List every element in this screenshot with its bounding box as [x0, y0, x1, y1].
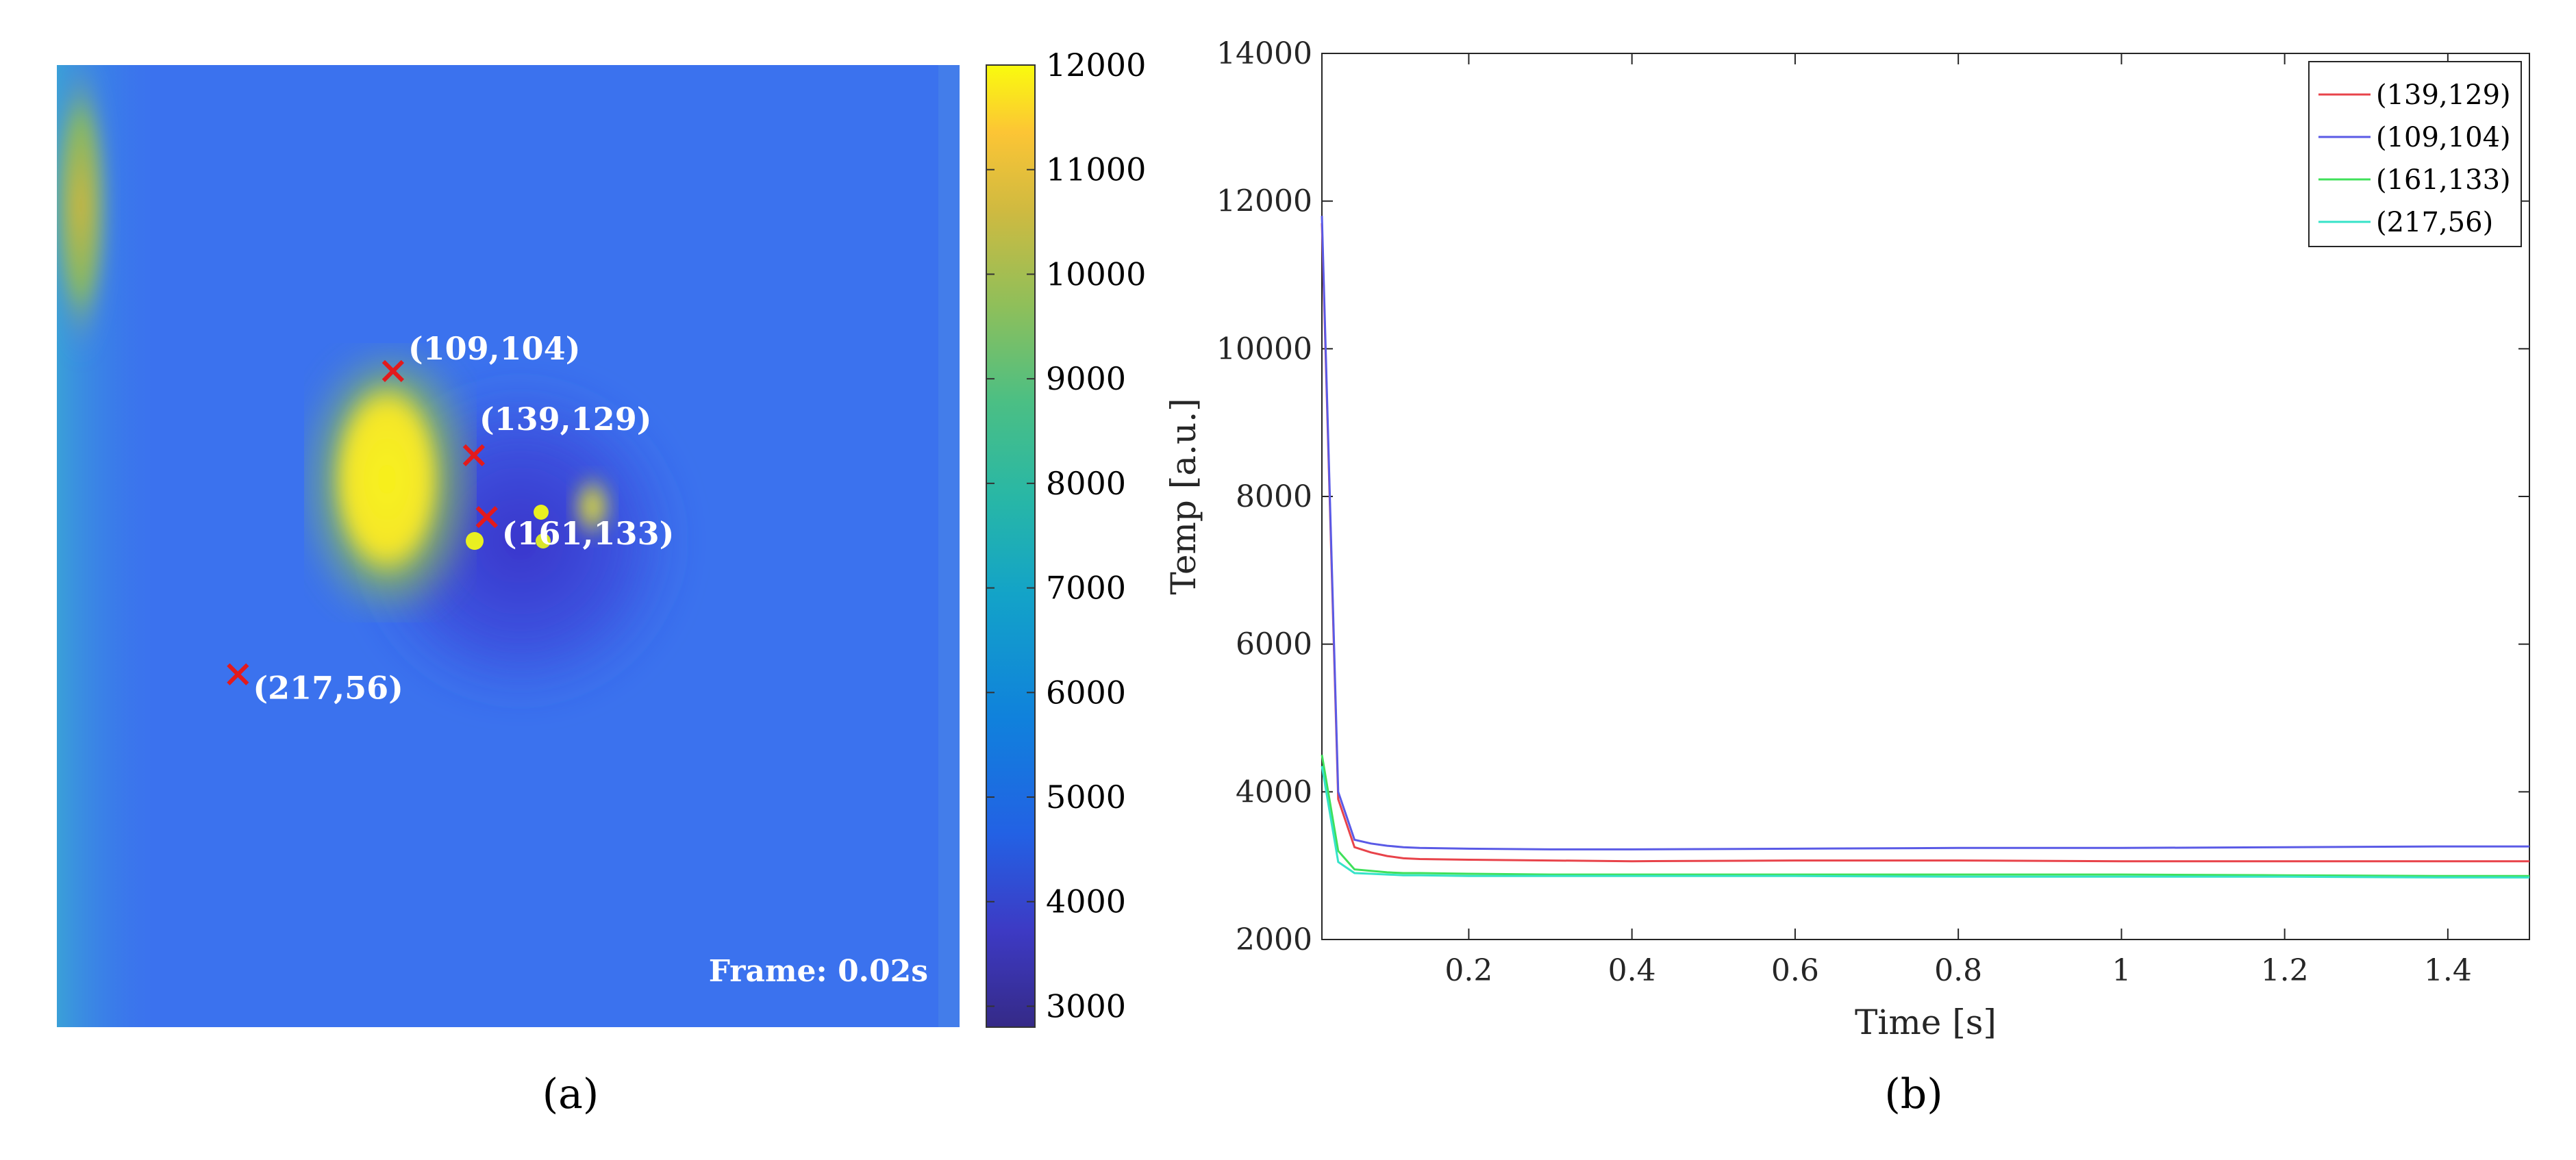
marker-cross-icon: [475, 505, 498, 529]
marker-2: (139,129): [462, 401, 652, 467]
colorbar-tick-label: 5000: [1046, 779, 1126, 816]
frame-label: Frame: 0.02s: [709, 954, 928, 989]
colorbar-tick-label: 8000: [1046, 465, 1126, 502]
marker-label: (161,133): [502, 515, 675, 552]
legend-box: [2308, 61, 2522, 247]
colorbar-tick-label: 9000: [1046, 360, 1126, 397]
y-tick-label: 10000: [1216, 331, 1312, 366]
colorbar-tick-label: 10000: [1046, 255, 1146, 292]
colorbar-tick-label: 6000: [1046, 674, 1126, 711]
thermal-hot-spot-small-1: [466, 532, 484, 550]
colorbar-ticks: 3000 4000 5000 6000 7000 8000 9000 10000 11000 12…: [986, 47, 1146, 1024]
y-tick-label: 6000: [1236, 627, 1312, 662]
x-tick-label: 0.8: [1934, 953, 1982, 988]
marker-label: (139,129): [479, 401, 652, 438]
colorbar-tick-label: 12000: [1046, 47, 1146, 84]
thermal-image: [57, 65, 960, 1027]
series-line-2: [1321, 216, 2529, 850]
thermal-left-hotspot: [57, 65, 114, 363]
y-tick-label: 8000: [1236, 479, 1312, 514]
colorbar-tick-label: 11000: [1046, 151, 1146, 188]
legend-entry: (161,133): [2376, 164, 2511, 196]
marker-4: (217,56): [227, 663, 403, 707]
y-tick-label: 14000: [1216, 36, 1312, 71]
x-tick-label: 0.2: [1445, 953, 1492, 988]
y-tick-label: 4000: [1236, 774, 1312, 809]
panel-b-label: (b): [1884, 1070, 1942, 1118]
panel-a-label: (a): [542, 1070, 599, 1118]
legend: (139,129) (109,104) (161,133) (217,56): [2308, 61, 2522, 247]
colorbar-tick-label: 4000: [1046, 883, 1126, 920]
legend-entry: (217,56): [2376, 207, 2493, 238]
marker-label: (109,104): [408, 330, 581, 367]
thermal-right-edge: [938, 65, 960, 1027]
colorbar: [986, 64, 1036, 1028]
legend-entry: (139,129): [2376, 79, 2511, 111]
marker-label: (217,56): [253, 670, 403, 707]
y-tick-label: 12000: [1216, 184, 1312, 219]
marker-cross-icon: [227, 663, 249, 685]
marker-layer: (109,104) (139,129) (161,133) (217,56): [227, 330, 675, 707]
temperature-line-chart: 0.2 0.4 0.6 0.8 1 1.2 1.4 2000 4000 6000 8000 10000…: [1164, 36, 2530, 1042]
y-axis-label: Temp [a.u.]: [1164, 398, 1203, 594]
thermal-hot-spot-small-2: [534, 505, 549, 520]
x-tick-label: 0.4: [1608, 953, 1656, 988]
x-tick-label: 1.4: [2424, 953, 2472, 988]
legend-entry: (109,104): [2376, 122, 2511, 153]
y-tick-label: 2000: [1236, 922, 1312, 957]
series-line-3: [1321, 755, 2529, 877]
thermal-hot-spot-small-3: [536, 533, 551, 549]
x-tick-label: 0.6: [1771, 953, 1819, 988]
colorbar-tick-label: 7000: [1046, 570, 1126, 607]
series-line-4: [1321, 766, 2529, 879]
marker-cross-icon: [462, 444, 486, 467]
x-tick-label: 1.2: [2261, 953, 2309, 988]
marker-3: (161,133): [475, 505, 675, 552]
x-tick-label: 1: [2112, 953, 2131, 988]
marker-1: (109,104): [382, 330, 581, 383]
x-axis-label: Time [s]: [1855, 1003, 1997, 1042]
thermal-hot-crescent: [331, 380, 443, 579]
thermal-hot-spot-right: [571, 472, 614, 541]
marker-cross-icon: [382, 360, 405, 383]
colorbar-tick-label: 3000: [1046, 987, 1126, 1024]
series-line-1: [1321, 223, 2529, 863]
